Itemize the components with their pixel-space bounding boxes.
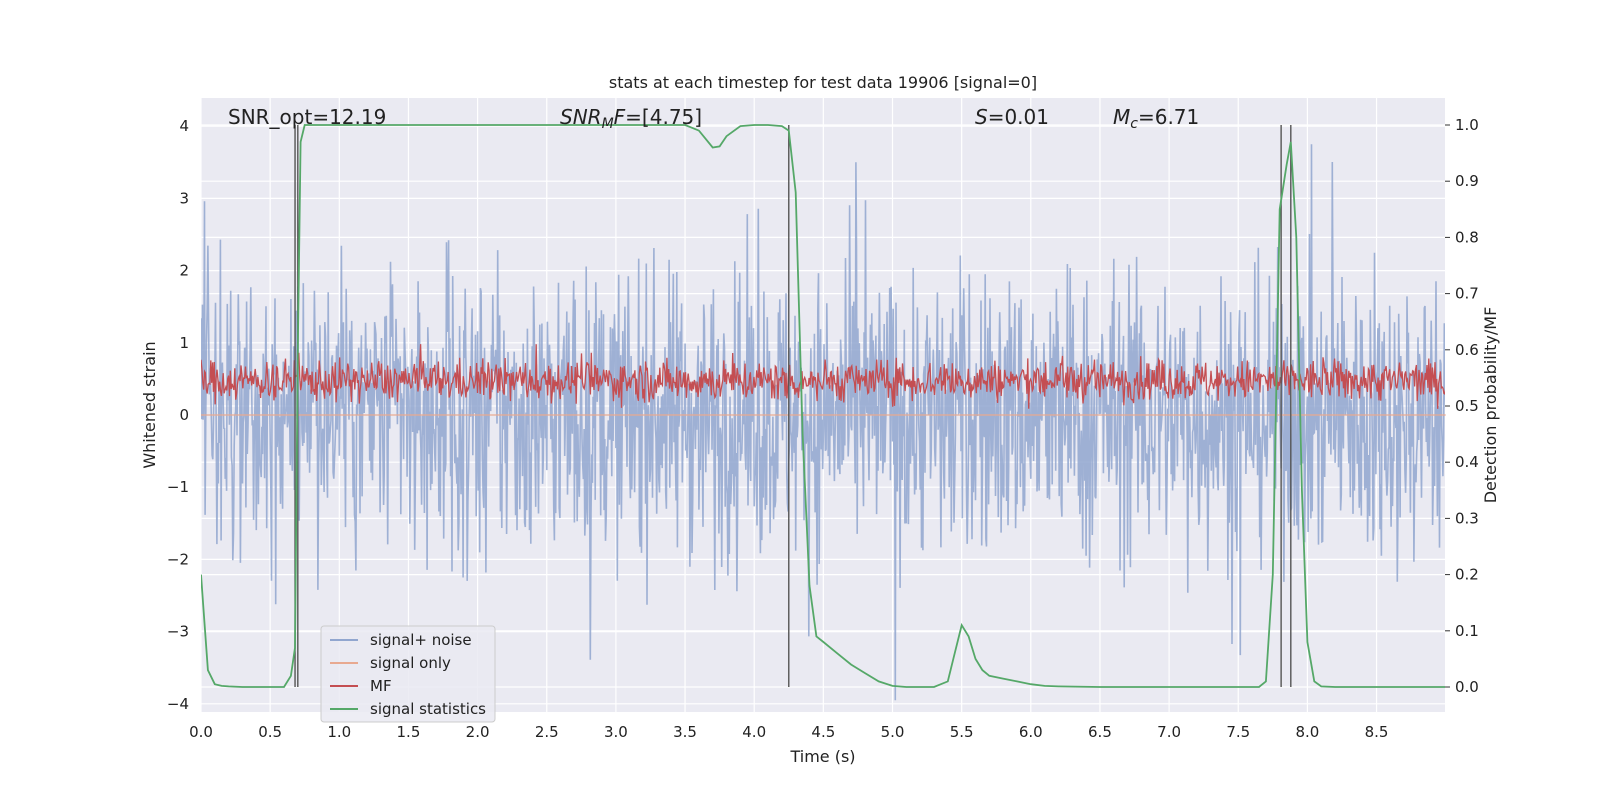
y-tick-label-right: 0.5 bbox=[1455, 397, 1479, 415]
ticks: 0.0 0.5 1.0 1.5 2.0 2.5 3.0 3.5 4.0 4.5 5.0 5.5 6.0 6… bbox=[167, 116, 1479, 741]
x-tick-label: 5.5 bbox=[950, 723, 974, 741]
series-mf bbox=[201, 344, 1445, 409]
annotation-s: S=0.01 bbox=[975, 105, 1049, 129]
x-tick-label: 6.0 bbox=[1019, 723, 1043, 741]
x-tick-label: 8.0 bbox=[1295, 723, 1319, 741]
series-signal-statistics bbox=[201, 124, 1445, 688]
legend-box bbox=[320, 625, 496, 723]
y-tick-label-right: 0.8 bbox=[1455, 228, 1479, 246]
y-tick-label-right: 0.2 bbox=[1455, 566, 1479, 584]
y-tick-label-left: −4 bbox=[167, 695, 189, 713]
annotation-mc: Mc=6.71 bbox=[1113, 105, 1199, 132]
annotation-snr-mf: SNRMF=[4.75] bbox=[560, 105, 702, 132]
x-tick-label: 8.5 bbox=[1365, 723, 1389, 741]
legend-label-signal-only: signal only bbox=[370, 654, 451, 672]
y-tick-label-right: 0.0 bbox=[1455, 678, 1479, 696]
y-axis-label-right: Detection probability/MF bbox=[1481, 307, 1500, 504]
series-layer bbox=[201, 124, 1446, 701]
annotations: SNR_opt=12.19 SNRMF=[4.75] S=0.01 Mc=6.7… bbox=[228, 105, 1199, 132]
y-tick-label-right: 1.0 bbox=[1455, 116, 1479, 134]
y-tick-label-left: 3 bbox=[179, 189, 189, 207]
y-tick-label-left: 0 bbox=[179, 406, 189, 424]
y-tick-label-left: 1 bbox=[179, 334, 189, 352]
x-tick-label: 1.5 bbox=[397, 723, 421, 741]
annotation-snr-opt: SNR_opt=12.19 bbox=[228, 105, 386, 129]
annotation-s-text: S=0.01 bbox=[975, 105, 1049, 129]
legend: signal+ noise signal only MF signal stat… bbox=[320, 625, 496, 723]
legend-label-signal-statistics: signal statistics bbox=[370, 700, 486, 718]
legend-label-mf: MF bbox=[370, 677, 392, 695]
y-tick-label-left: 4 bbox=[179, 117, 189, 135]
annotation-snr-mf-text: SNRMF=[4.75] bbox=[560, 105, 702, 132]
x-tick-label: 3.0 bbox=[604, 723, 628, 741]
y-tick-label-right: 0.6 bbox=[1455, 341, 1479, 359]
series-signal-noise bbox=[201, 144, 1445, 701]
x-tick-label: 5.0 bbox=[881, 723, 905, 741]
y-tick-label-right: 0.4 bbox=[1455, 453, 1479, 471]
x-tick-label: 3.5 bbox=[673, 723, 697, 741]
x-tick-label: 4.5 bbox=[811, 723, 835, 741]
x-tick-label: 6.5 bbox=[1088, 723, 1112, 741]
x-tick-label: 4.0 bbox=[742, 723, 766, 741]
legend-label-signal-noise: signal+ noise bbox=[370, 631, 472, 649]
x-tick-label: 2.5 bbox=[535, 723, 559, 741]
annotation-mc-text: Mc=6.71 bbox=[1113, 105, 1199, 132]
x-tick-label: 0.0 bbox=[189, 723, 213, 741]
y-tick-label-left: −1 bbox=[167, 478, 189, 496]
y-tick-label-right: 0.9 bbox=[1455, 172, 1479, 190]
y-tick-label-left: −3 bbox=[167, 623, 189, 641]
x-tick-label: 0.5 bbox=[258, 723, 282, 741]
x-tick-label: 1.0 bbox=[327, 723, 351, 741]
y-tick-label-right: 0.1 bbox=[1455, 622, 1479, 640]
y-tick-label-right: 0.7 bbox=[1455, 285, 1479, 303]
y-axis-label-left: Whitened strain bbox=[140, 341, 159, 468]
x-tick-label: 7.5 bbox=[1226, 723, 1250, 741]
y-tick-label-left: −2 bbox=[167, 550, 189, 568]
y-tick-label-right: 0.3 bbox=[1455, 509, 1479, 527]
x-axis-label: Time (s) bbox=[789, 747, 855, 766]
x-tick-label: 2.0 bbox=[466, 723, 490, 741]
chart-title: stats at each timestep for test data 199… bbox=[609, 73, 1037, 92]
y-tick-label-left: 2 bbox=[179, 262, 189, 280]
x-tick-label: 7.0 bbox=[1157, 723, 1181, 741]
